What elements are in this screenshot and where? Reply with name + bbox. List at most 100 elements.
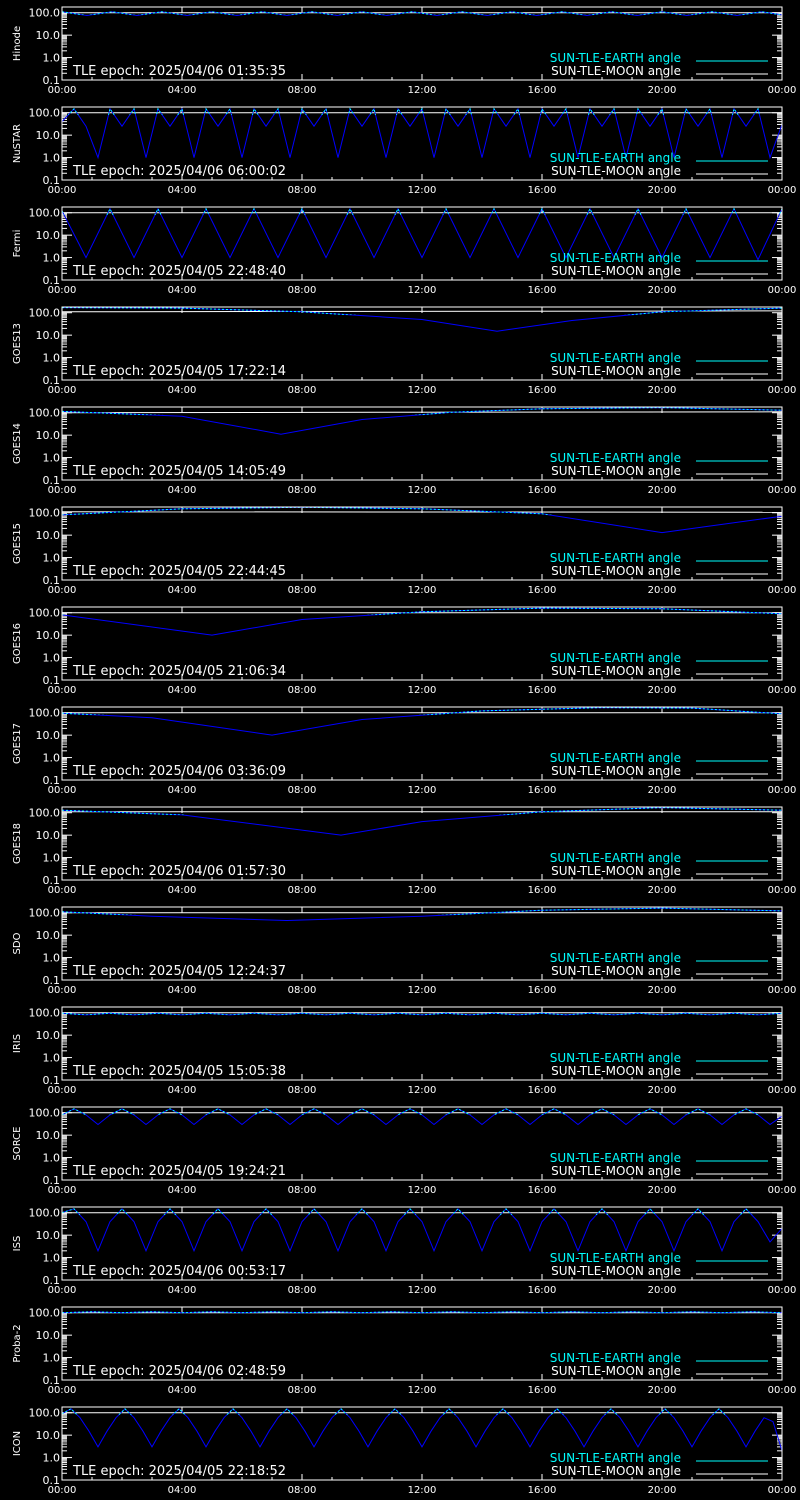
y-tick-label: 1.0 — [43, 952, 61, 965]
plot-frame — [61, 206, 783, 281]
y-tick-label: 10.0 — [36, 829, 61, 842]
earth-angle-line — [62, 907, 782, 915]
x-tick-label: 00:00 — [768, 1285, 797, 1296]
y-tick-label: 0.1 — [43, 1074, 61, 1087]
y-tick-label: 100.0 — [29, 807, 61, 820]
tle-epoch-text: TLE epoch: 2025/04/06 00:53:17 — [72, 1264, 286, 1279]
x-tick-label: 00:00 — [768, 285, 797, 296]
y-tick-label: 10.0 — [36, 1329, 61, 1342]
x-tick-label: 20:00 — [648, 485, 677, 496]
earth-angle-trace — [61, 407, 783, 435]
x-tick-label: 16:00 — [528, 1285, 557, 1296]
y-tick-label: 100.0 — [29, 1107, 61, 1120]
y-tick-label: 1.0 — [43, 652, 61, 665]
earth-angle-trace — [61, 1208, 783, 1253]
x-tick-label: 04:00 — [168, 1185, 197, 1196]
legend-earth-label: SUN-TLE-EARTH angle — [550, 451, 681, 465]
legend-earth-label: SUN-TLE-EARTH angle — [550, 751, 681, 765]
chart-panel-fermi: 100.010.01.00.100:00 04:00 08:00 12:00 16:00… — [12, 206, 797, 296]
tle-epoch-text: TLE epoch: 2025/04/05 12:24:37 — [72, 964, 286, 979]
y-tick-label: 100.0 — [29, 107, 61, 120]
plot-frame — [61, 106, 783, 181]
x-tick-label: 04:00 — [168, 1285, 197, 1296]
x-tick-label: 08:00 — [288, 185, 317, 196]
x-tick-label: 08:00 — [288, 985, 317, 996]
x-tick-label: 20:00 — [648, 1285, 677, 1296]
y-tick-label: 1.0 — [43, 1452, 61, 1465]
y-axis-label: Proba-2 — [12, 1324, 23, 1362]
y-tick-label: 0.1 — [43, 74, 61, 87]
y-tick-label: 0.1 — [43, 474, 61, 487]
x-tick-label: 00:00 — [48, 285, 77, 296]
y-tick-label: 1.0 — [43, 52, 61, 65]
y-tick-label: 1.0 — [43, 1052, 61, 1065]
x-tick-label: 08:00 — [288, 885, 317, 896]
y-axis-label: GOES17 — [12, 723, 23, 764]
y-tick-label: 1.0 — [43, 1152, 61, 1165]
x-tick-label: 08:00 — [288, 285, 317, 296]
x-tick-label: 04:00 — [168, 1085, 197, 1096]
earth-angle-line — [67, 107, 761, 115]
y-tick-label: 100.0 — [29, 1307, 61, 1320]
y-tick-label: 100.0 — [29, 307, 61, 320]
y-axis-label: GOES18 — [12, 823, 23, 864]
y-tick-label: 0.1 — [43, 774, 61, 787]
x-tick-label: 00:00 — [768, 385, 797, 396]
moon-angle-line — [61, 411, 783, 414]
y-axis-label: GOES13 — [12, 323, 23, 364]
y-tick-label: 0.1 — [43, 1374, 61, 1387]
y-axis-label: SDO — [12, 932, 23, 954]
x-tick-label: 08:00 — [288, 585, 317, 596]
y-tick-label: 0.1 — [43, 1474, 61, 1487]
chart-panel-goes16: 100.010.01.00.100:00 04:00 08:00 12:00 16:00… — [12, 606, 796, 696]
earth-angle-trace — [61, 207, 783, 261]
y-tick-label: 1.0 — [43, 352, 61, 365]
x-tick-label: 00:00 — [768, 985, 797, 996]
chart-panel-goes17: 100.010.01.00.100:00 04:00 08:00 12:00 16:00… — [12, 706, 796, 796]
y-tick-label: 0.1 — [43, 674, 61, 687]
legend-moon-label: SUN-TLE-MOON angle — [551, 1364, 681, 1378]
x-tick-label: 16:00 — [528, 385, 557, 396]
x-tick-label: 00:00 — [48, 985, 77, 996]
x-tick-label: 20:00 — [648, 1485, 677, 1496]
x-tick-label: 00:00 — [768, 85, 797, 96]
x-tick-label: 12:00 — [408, 885, 437, 896]
tle-epoch-text: TLE epoch: 2025/04/05 14:05:49 — [72, 464, 286, 479]
x-tick-label: 00:00 — [768, 185, 797, 196]
x-tick-label: 04:00 — [168, 685, 197, 696]
legend-moon-label: SUN-TLE-MOON angle — [551, 1064, 681, 1078]
x-tick-label: 12:00 — [408, 485, 437, 496]
x-tick-label: 00:00 — [768, 1185, 797, 1196]
plot-frame — [61, 1306, 783, 1381]
x-tick-label: 08:00 — [288, 685, 317, 696]
plot-frame — [61, 606, 783, 681]
x-tick-label: 20:00 — [648, 85, 677, 96]
x-tick-label: 00:00 — [768, 1485, 797, 1496]
x-tick-label: 08:00 — [288, 1285, 317, 1296]
y-axis-label: NuSTAR — [12, 124, 23, 163]
earth-angle-trace — [61, 607, 783, 636]
x-tick-label: 04:00 — [168, 885, 197, 896]
x-tick-label: 16:00 — [528, 685, 557, 696]
chart-panel-hinode: 100.010.01.00.100:00 04:00 08:00 12:00 16:00… — [12, 6, 797, 96]
y-tick-label: 100.0 — [29, 607, 61, 620]
legend-earth-label: SUN-TLE-EARTH angle — [550, 1151, 681, 1165]
earth-angle-trace — [61, 1012, 783, 1016]
y-tick-label: 10.0 — [36, 1429, 61, 1442]
y-tick-label: 100.0 — [29, 207, 61, 220]
x-tick-label: 08:00 — [288, 485, 317, 496]
chart-panel-goes14: 100.010.01.00.100:00 04:00 08:00 12:00 16:00… — [12, 406, 796, 496]
x-tick-label: 16:00 — [528, 185, 557, 196]
x-tick-label: 12:00 — [408, 1185, 437, 1196]
tle-epoch-text: TLE epoch: 2025/04/06 01:35:35 — [72, 64, 286, 79]
plot-frame — [61, 506, 783, 581]
x-tick-label: 16:00 — [528, 1385, 557, 1396]
x-tick-label: 20:00 — [648, 785, 677, 796]
x-tick-label: 16:00 — [528, 885, 557, 896]
legend-moon-label: SUN-TLE-MOON angle — [551, 564, 681, 578]
chart-panel-goes13: 100.010.01.00.100:00 04:00 08:00 12:00 16:00… — [12, 306, 797, 396]
x-tick-label: 00:00 — [48, 385, 77, 396]
chart-panel-nustar: 100.010.01.00.100:00 04:00 08:00 12:00 16:00… — [12, 106, 797, 196]
x-tick-label: 00:00 — [768, 1385, 797, 1396]
